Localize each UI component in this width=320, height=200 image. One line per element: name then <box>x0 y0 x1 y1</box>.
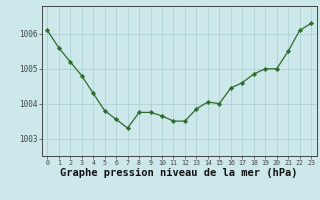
X-axis label: Graphe pression niveau de la mer (hPa): Graphe pression niveau de la mer (hPa) <box>60 168 298 178</box>
